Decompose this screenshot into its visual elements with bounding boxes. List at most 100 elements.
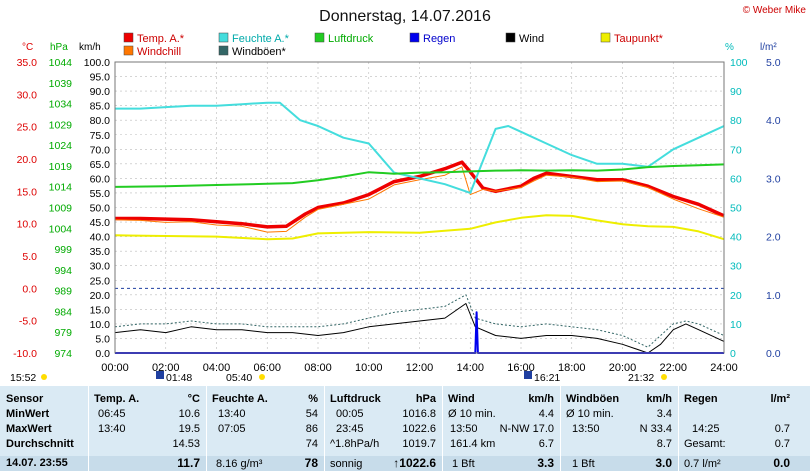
tick-label-pressure: 979 (54, 327, 72, 339)
label-sensor: Sensor (6, 393, 44, 405)
pressure-trend: ^1.8hPa/h (330, 438, 380, 450)
tick-label-x: 06:00 (253, 362, 281, 374)
col-wind: Wind km/h Ø 10 min. 4.4 13:50 N-NW 17.0 … (442, 386, 560, 471)
tick-label-pressure: 984 (54, 306, 72, 318)
legend-swatch (505, 32, 516, 43)
col-gusts: Windböen km/h Ø 10 min. 3.4 13:50 N 33.4… (560, 386, 678, 471)
wind-avg: 6.7 (538, 438, 554, 450)
humidity-max: 86 (305, 423, 318, 435)
legend-swatch (218, 45, 229, 56)
tick-label-wind: 65.0 (90, 159, 111, 171)
tick-label-x: 00:00 (101, 362, 129, 374)
rain-max: 0.7 (774, 423, 790, 435)
label-max: MaxWert (6, 423, 52, 435)
tick-label-humidity: 0 (730, 348, 736, 360)
tick-label-pressure: 1044 (49, 57, 73, 69)
sep (206, 386, 207, 471)
pressure-max: 1022.6 (402, 423, 436, 435)
tick-label-humidity: 20 (730, 290, 742, 302)
humidity-unit: % (308, 393, 318, 405)
legend-swatch (600, 32, 611, 43)
tick-label-humidity: 60 (730, 173, 742, 185)
label-now: 14.07. 23:55 (6, 457, 68, 469)
humidity-min-time: 13:40 (218, 408, 246, 420)
tick-label-wind: 25.0 (90, 275, 111, 287)
tick-label-x: 12:00 (406, 362, 434, 374)
pressure-max-time: 23:45 (336, 423, 364, 435)
tick-label-humidity: 40 (730, 232, 742, 244)
sun-icon (41, 374, 47, 380)
col-pressure: Luftdruck hPa 00:05 1016.8 23:45 1022.6 … (324, 386, 442, 471)
temp-unit: °C (187, 393, 200, 405)
series-line-pressure (114, 163, 725, 188)
tick-label-humidity: 10 (730, 319, 742, 331)
wind-unit: km/h (528, 393, 554, 405)
pressure-unit: hPa (415, 393, 436, 405)
series-line-gusts (114, 294, 725, 348)
tick-label-humidity: 100 (730, 57, 748, 69)
legend-label: Regen (423, 33, 455, 45)
axis-unit-rain: l/m² (760, 42, 777, 53)
tick-label-temp: -5.0 (19, 316, 37, 328)
rain-unit: l/m² (770, 393, 790, 405)
legend-label: Taupunkt* (614, 33, 664, 45)
series-line-dewpoint (114, 214, 725, 241)
tick-label-pressure: 1014 (49, 182, 73, 194)
marker-time-label: 21:32 (628, 372, 654, 384)
series-line-windchill (114, 166, 725, 233)
gusts-max: N 33.4 (639, 423, 672, 435)
tick-label-humidity: 70 (730, 144, 742, 156)
series-line-temp (115, 160, 725, 229)
tick-label-pressure: 1034 (49, 99, 73, 111)
weather-chart: Donnerstag, 14.07.2016 © Weber Mike Temp… (10, 5, 806, 384)
tick-label-humidity: 80 (730, 115, 742, 127)
tick-label-x: 20:00 (609, 362, 637, 374)
tick-label-wind: 15.0 (90, 304, 111, 316)
humidity-max-time: 07:05 (218, 423, 246, 435)
tick-label-temp: 30.0 (17, 89, 38, 101)
col-rain: Regen l/m² 14:25 0.7 Gesamt: 0.7 0.7 l/m… (678, 386, 796, 471)
axis-unit-humidity: % (725, 42, 734, 53)
label-min: MinWert (6, 408, 50, 420)
axis-unit-temp: °C (22, 42, 33, 53)
tick-label-temp: 15.0 (17, 186, 38, 198)
gusts-min: 3.4 (656, 408, 672, 420)
current-time-label: 15:52 (10, 372, 36, 384)
legend-label: Windböen* (232, 46, 287, 58)
chart-title: Donnerstag, 14.07.2016 (319, 8, 491, 25)
pressure-avg: 1019.7 (402, 438, 436, 450)
wind-max-time: 13:50 (450, 423, 478, 435)
legend-label: Luftdruck (328, 33, 374, 45)
legend-swatch (314, 32, 325, 43)
temp-max: 19.5 (178, 423, 200, 435)
tick-label-rain: 0.0 (766, 348, 781, 360)
tick-label-temp: -10.0 (13, 348, 37, 360)
temp-max-time: 13:40 (98, 423, 126, 435)
below-axis-markers: 15:52 01:48 05:40 16:21 21:32 (10, 371, 667, 384)
tick-label-wind: 95.0 (90, 72, 111, 84)
gusts-title: Windböen (566, 393, 620, 405)
tick-label-pressure: 999 (54, 244, 72, 256)
humidity-min: 54 (305, 408, 318, 420)
temp-now: 11.7 (177, 456, 200, 470)
rain-now-label: 0.7 l/m² (684, 458, 721, 470)
sep (560, 386, 561, 471)
pressure-min-time: 00:05 (336, 408, 364, 420)
sun-icon (259, 374, 265, 380)
tick-label-x: 10:00 (355, 362, 383, 374)
gusts-now-bft: 1 Bft (572, 458, 595, 470)
col-temp: Temp. A. °C 06:45 10.6 13:40 19.5 14.53 … (88, 386, 206, 471)
humidity-avg: 74 (305, 438, 318, 450)
marker-time-label: 05:40 (226, 372, 252, 384)
legend: Temp. A.* Feuchte A.* Luftdruck Regen Wind Ta… (123, 32, 664, 58)
tick-label-temp: 20.0 (17, 154, 38, 166)
tick-label-wind: 60.0 (90, 173, 111, 185)
temp-min-time: 06:45 (98, 408, 126, 420)
sep (442, 386, 443, 471)
legend-label: Temp. A.* (137, 33, 185, 45)
wind-now: 3.3 (537, 456, 554, 470)
tick-label-x: 18:00 (558, 362, 586, 374)
wind-min: 4.4 (538, 408, 554, 420)
legend-label: Feuchte A.* (232, 33, 290, 45)
humidity-title: Feuchte A. (212, 393, 268, 405)
